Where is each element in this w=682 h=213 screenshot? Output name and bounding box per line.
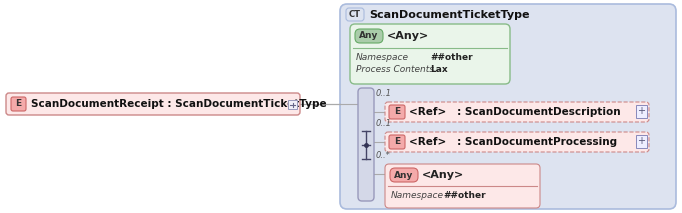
- Text: E: E: [16, 99, 22, 108]
- Text: ##other: ##other: [443, 191, 486, 200]
- FancyBboxPatch shape: [358, 88, 374, 201]
- FancyBboxPatch shape: [390, 168, 418, 182]
- Text: +: +: [638, 137, 645, 147]
- Text: <Any>: <Any>: [422, 170, 464, 180]
- Text: ScanDocumentReceipt : ScanDocumentTicketType: ScanDocumentReceipt : ScanDocumentTicket…: [31, 99, 327, 109]
- Text: <Ref>   : ScanDocumentDescription: <Ref> : ScanDocumentDescription: [409, 107, 621, 117]
- Text: ##other: ##other: [430, 52, 473, 62]
- FancyBboxPatch shape: [346, 8, 364, 21]
- FancyBboxPatch shape: [389, 105, 405, 119]
- Text: Namespace: Namespace: [391, 191, 444, 200]
- Bar: [636, 105, 647, 118]
- Text: CT: CT: [349, 10, 361, 19]
- FancyBboxPatch shape: [340, 4, 676, 209]
- Text: ScanDocumentTicketType: ScanDocumentTicketType: [369, 10, 529, 20]
- Text: <Ref>   : ScanDocumentProcessing: <Ref> : ScanDocumentProcessing: [409, 137, 617, 147]
- FancyBboxPatch shape: [11, 97, 26, 111]
- FancyBboxPatch shape: [6, 93, 300, 115]
- Text: 0..1: 0..1: [376, 89, 392, 98]
- Text: Process Contents: Process Contents: [356, 65, 434, 73]
- Text: +: +: [638, 106, 645, 117]
- Bar: [636, 135, 647, 148]
- Text: Any: Any: [394, 170, 414, 180]
- FancyBboxPatch shape: [355, 29, 383, 43]
- FancyBboxPatch shape: [385, 102, 649, 122]
- FancyBboxPatch shape: [389, 135, 405, 149]
- Bar: [288, 100, 297, 109]
- FancyBboxPatch shape: [385, 132, 649, 152]
- Text: 0..1: 0..1: [376, 119, 392, 128]
- Text: Lax: Lax: [430, 65, 447, 73]
- FancyBboxPatch shape: [350, 24, 510, 84]
- Text: <Any>: <Any>: [387, 31, 429, 41]
- FancyBboxPatch shape: [385, 164, 540, 208]
- Text: Namespace: Namespace: [356, 52, 409, 62]
- Text: E: E: [394, 138, 400, 147]
- Text: Any: Any: [359, 32, 379, 40]
- Text: 0..*: 0..*: [376, 151, 391, 161]
- Text: E: E: [394, 108, 400, 117]
